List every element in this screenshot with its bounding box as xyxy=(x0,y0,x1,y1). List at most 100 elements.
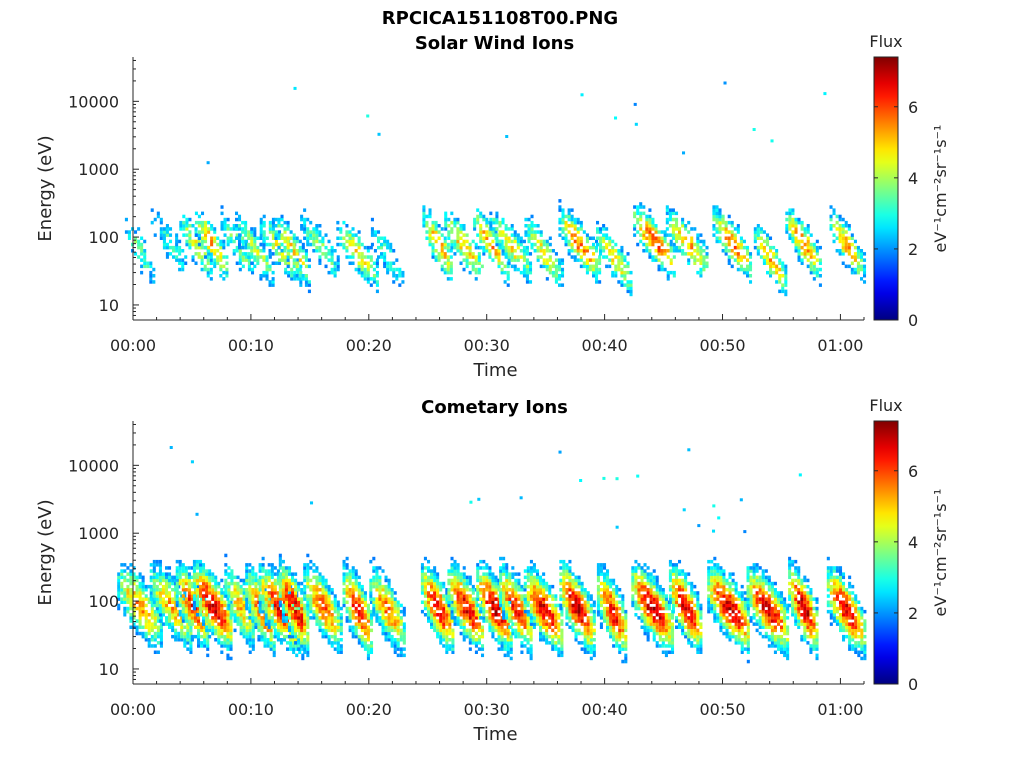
heatmap-cell xyxy=(797,217,801,222)
heatmap-cell xyxy=(159,634,163,639)
heatmap-cell xyxy=(675,239,679,244)
heatmap-cell xyxy=(705,264,709,269)
heatmap-cell xyxy=(390,628,394,633)
heatmap-cell xyxy=(357,581,361,586)
heatmap-cell xyxy=(342,591,346,595)
heatmap-cell xyxy=(545,242,549,247)
heatmap-cell xyxy=(523,581,527,586)
heatmap-cell xyxy=(333,603,337,608)
heatmap-cell xyxy=(158,578,162,583)
heatmap-cell xyxy=(360,606,364,611)
heatmap-cell xyxy=(818,258,822,262)
heatmap-cell xyxy=(233,616,237,620)
heatmap-cell xyxy=(321,628,325,633)
heatmap-cell xyxy=(238,242,242,247)
heatmap-cell xyxy=(570,236,574,240)
heatmap-cell xyxy=(312,569,316,573)
heatmap-cell xyxy=(665,208,669,212)
heatmap-cell xyxy=(838,224,842,228)
heatmap-cell xyxy=(123,575,127,580)
heatmap-cell xyxy=(494,588,498,592)
heatmap-cell xyxy=(626,270,630,275)
heatmap-cell xyxy=(639,205,643,209)
heatmap-cell xyxy=(648,227,652,231)
heatmap-cell xyxy=(140,236,144,240)
heatmap-cell xyxy=(312,588,316,592)
heatmap-cell xyxy=(298,258,302,262)
heatmap-cell xyxy=(440,227,444,231)
heatmap-cell xyxy=(462,224,466,228)
heatmap-cell xyxy=(505,581,509,586)
heatmap-cell xyxy=(203,634,207,639)
heatmap-cell xyxy=(366,638,370,642)
heatmap-cell xyxy=(778,267,782,272)
heatmap-cell xyxy=(479,591,483,595)
heatmap-cell xyxy=(273,628,277,633)
heatmap-cell xyxy=(174,638,178,642)
heatmap-cell xyxy=(794,224,798,228)
heatmap-cell xyxy=(342,245,346,250)
heatmap-cell xyxy=(730,264,734,269)
heatmap-cell xyxy=(502,594,506,598)
heatmap-cell xyxy=(742,255,746,259)
heatmap-cell xyxy=(312,563,316,567)
heatmap-cell xyxy=(775,280,779,284)
heatmap-cell xyxy=(283,634,287,639)
heatmap-cell xyxy=(194,588,198,592)
heatmap-cell xyxy=(375,280,379,284)
heatmap-cell xyxy=(623,264,627,269)
heatmap-cell xyxy=(548,255,552,259)
heatmap-cell xyxy=(785,227,789,231)
heatmap-cell xyxy=(168,581,172,586)
heatmap-cell xyxy=(595,249,599,253)
heatmap-cell xyxy=(267,569,271,573)
heatmap-cell xyxy=(303,575,307,580)
heatmap-cell xyxy=(303,236,307,240)
heatmap-cell xyxy=(301,245,305,250)
heatmap-cell xyxy=(668,217,672,222)
heatmap-cell xyxy=(471,591,475,595)
heatmap-cell xyxy=(206,622,210,626)
heatmap-cell xyxy=(479,227,483,231)
heatmap-cell xyxy=(529,270,533,275)
heatmap-cell xyxy=(229,616,233,620)
heatmap-cell xyxy=(570,233,574,237)
heatmap-cell xyxy=(468,581,472,586)
heatmap-cell xyxy=(815,245,819,250)
heatmap-cell xyxy=(306,233,310,237)
heatmap-cell xyxy=(223,224,227,228)
heatmap-cell xyxy=(169,245,173,250)
heatmap-cell xyxy=(485,575,489,580)
heatmap-cell xyxy=(436,613,440,617)
heatmap-cell xyxy=(229,634,233,639)
heatmap-cell xyxy=(485,609,489,614)
heatmap-cell xyxy=(721,227,725,231)
heatmap-cell xyxy=(375,588,379,592)
heatmap-cell xyxy=(844,242,848,247)
heatmap-cell xyxy=(283,220,287,225)
heatmap-cell xyxy=(465,588,469,592)
heatmap-cell xyxy=(495,233,499,237)
heatmap-cell xyxy=(253,258,257,262)
heatmap-cell xyxy=(506,622,510,626)
heatmap-cell xyxy=(306,584,310,589)
heatmap-cell xyxy=(327,609,331,614)
heatmap-cell xyxy=(639,217,643,222)
heatmap-cell xyxy=(354,588,358,592)
heatmap-cell xyxy=(357,625,361,629)
heatmap-cell xyxy=(235,211,239,216)
heatmap-cell xyxy=(226,609,230,614)
heatmap-cell xyxy=(292,239,296,244)
heatmap-cell xyxy=(436,588,440,592)
heatmap-cell xyxy=(500,239,504,244)
heatmap-cell xyxy=(219,245,223,250)
heatmap-cell xyxy=(393,650,397,654)
heatmap-cell xyxy=(245,591,249,595)
heatmap-cell xyxy=(372,613,376,617)
heatmap-cell xyxy=(360,584,364,589)
heatmap-cell xyxy=(351,584,355,589)
heatmap-cell xyxy=(736,252,740,256)
heatmap-cell xyxy=(800,258,804,262)
heatmap-cell xyxy=(229,239,233,244)
heatmap-cell xyxy=(506,628,510,633)
